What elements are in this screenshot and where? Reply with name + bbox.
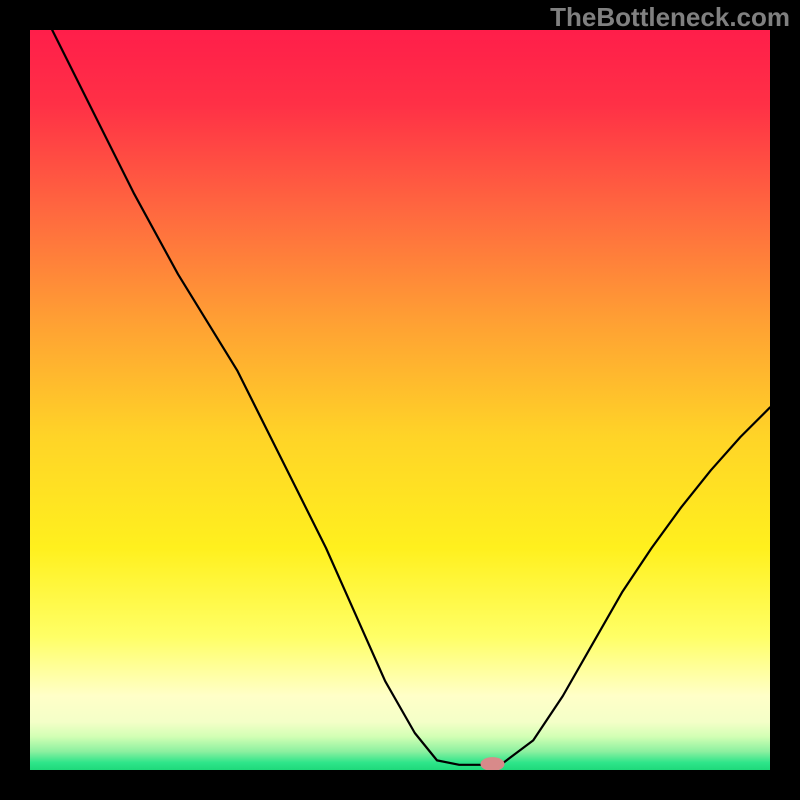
- plot-area: [30, 30, 770, 770]
- plot-svg: [30, 30, 770, 770]
- watermark-text: TheBottleneck.com: [550, 2, 790, 33]
- chart-container: TheBottleneck.com: [0, 0, 800, 800]
- bottleneck-curve: [52, 30, 770, 765]
- optimal-marker: [481, 757, 505, 770]
